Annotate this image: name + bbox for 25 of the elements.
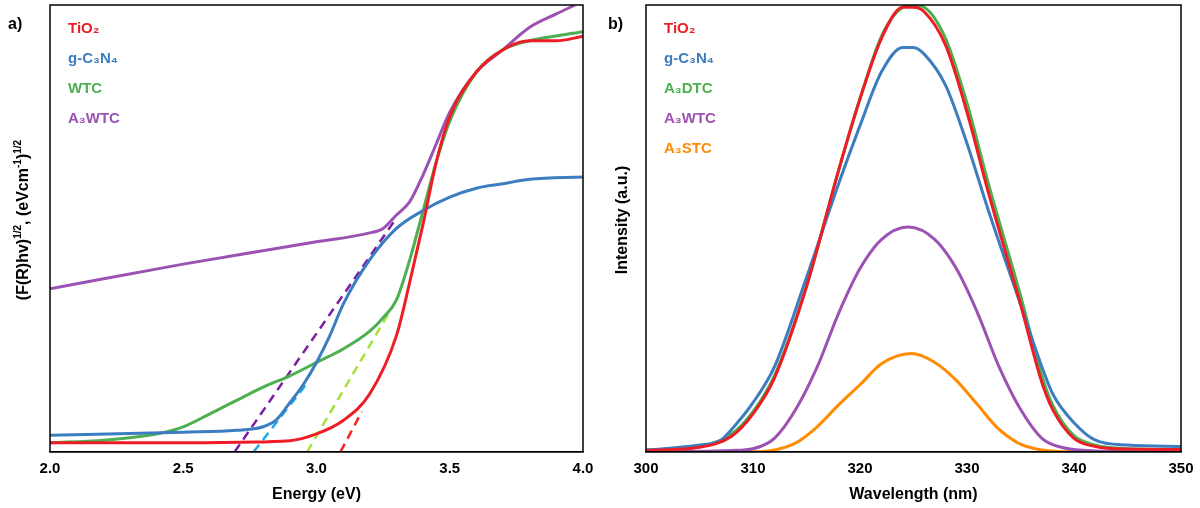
x-tick-label: 4.0 (572, 458, 594, 476)
text: A₃WTC (664, 109, 717, 127)
x-tick-label: 320 (847, 458, 873, 476)
x-tick-label: 350 (1168, 458, 1194, 476)
text: A₃WTC (68, 109, 121, 127)
text: g-C₃N₄ (68, 49, 118, 67)
x-axis-title: Energy (eV) (272, 484, 361, 502)
x-tick-label: 340 (1061, 458, 1087, 476)
text: b) (608, 15, 624, 33)
x-axis-title: Wavelength (nm) (849, 484, 978, 502)
text: TiO₂ (664, 19, 696, 37)
text: g-C₃N₄ (664, 49, 714, 67)
x-tick-label: 3.0 (306, 458, 327, 476)
text: a) (8, 15, 23, 33)
text: A₃DTC (664, 79, 713, 97)
y-axis-title: Intensity (a.u.) (613, 165, 631, 275)
x-tick-label: 2.5 (172, 458, 194, 476)
x-tick-label: 300 (633, 458, 659, 476)
x-tick-label: 2.0 (39, 458, 61, 476)
text: A₃STC (664, 139, 712, 157)
x-tick-label: 330 (954, 458, 980, 476)
x-tick-label: 3.5 (439, 458, 461, 476)
text: TiO₂ (68, 19, 100, 37)
text: WTC (68, 79, 103, 97)
x-tick-label: 310 (740, 458, 766, 476)
